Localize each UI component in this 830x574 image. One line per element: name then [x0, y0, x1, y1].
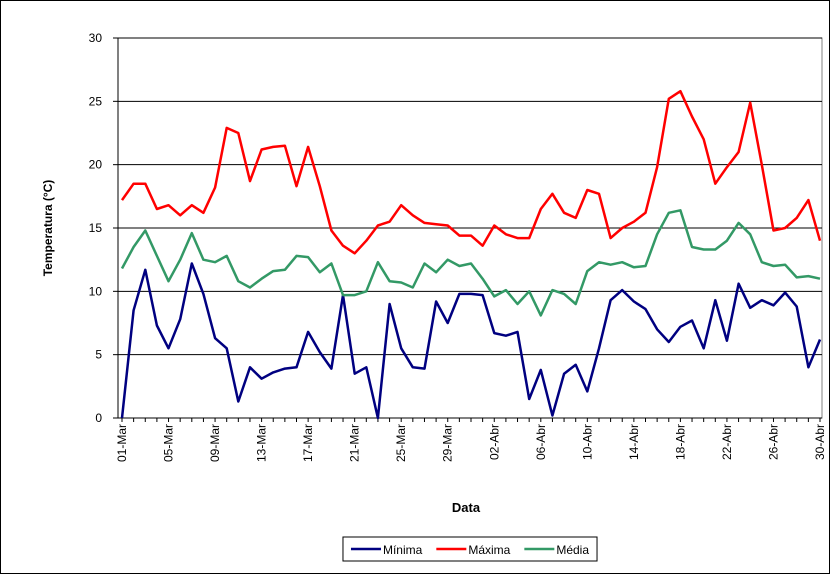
y-tick-label: 20 [89, 158, 103, 172]
legend-label: Mínima [383, 543, 423, 557]
x-tick-label: 13-Mar [255, 424, 269, 462]
x-tick-label: 17-Mar [301, 424, 315, 462]
x-tick-label: 25-Mar [394, 424, 408, 462]
y-tick-label: 0 [95, 411, 102, 425]
x-tick-label: 26-Abr [766, 424, 780, 460]
x-tick-label: 09-Mar [208, 424, 222, 462]
x-tick-label: 14-Abr [627, 424, 641, 460]
y-tick-label: 25 [89, 94, 103, 108]
x-tick-label: 22-Abr [720, 424, 734, 460]
x-tick-label: 29-Mar [441, 424, 455, 462]
y-tick-label: 10 [89, 284, 103, 298]
x-tick-label: 10-Abr [580, 424, 594, 460]
x-tick-label: 21-Mar [348, 424, 362, 462]
x-tick-label: 02-Abr [487, 424, 501, 460]
x-axis-title: Data [452, 500, 481, 515]
y-tick-label: 30 [89, 31, 103, 45]
legend-label: Média [556, 543, 589, 557]
data-line [120, 262, 822, 420]
x-tick-label: 06-Abr [534, 424, 548, 460]
data-line [120, 89, 822, 255]
legend-label: Máxima [468, 543, 510, 557]
y-axis-title: Temperatura (°C) [41, 180, 55, 277]
data-line [120, 209, 821, 317]
legend-box [342, 536, 598, 562]
y-tick-label: 5 [95, 348, 102, 362]
y-tick-label: 15 [89, 221, 103, 235]
x-tick-label: 30-Abr [813, 424, 827, 460]
x-tick-label: 05-Mar [162, 424, 176, 462]
x-tick-label: 18-Abr [673, 424, 687, 460]
legend: Mínima Máxima Média [342, 536, 598, 562]
x-tick-label: 01-Mar [115, 424, 129, 462]
